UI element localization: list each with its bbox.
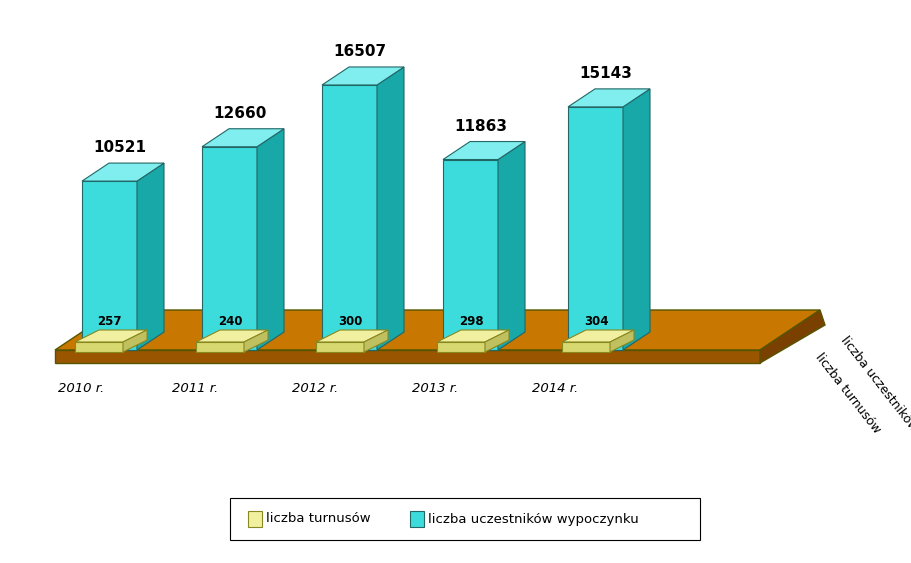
- Polygon shape: [55, 350, 760, 363]
- Polygon shape: [248, 511, 262, 527]
- Text: liczba turnusów: liczba turnusów: [813, 351, 884, 436]
- Text: 2011 r.: 2011 r.: [172, 382, 219, 395]
- Text: liczba uczestników wypoczynku: liczba uczestników wypoczynku: [838, 334, 911, 498]
- Polygon shape: [137, 163, 164, 350]
- Polygon shape: [75, 342, 123, 352]
- Polygon shape: [623, 89, 650, 350]
- Polygon shape: [322, 85, 377, 350]
- Text: 2012 r.: 2012 r.: [292, 382, 338, 395]
- Polygon shape: [568, 107, 623, 350]
- Polygon shape: [82, 181, 137, 350]
- Polygon shape: [437, 330, 509, 342]
- Polygon shape: [568, 89, 650, 107]
- Polygon shape: [364, 330, 388, 352]
- Polygon shape: [562, 342, 610, 352]
- Polygon shape: [196, 342, 244, 352]
- Polygon shape: [196, 330, 268, 342]
- Text: 298: 298: [458, 315, 484, 328]
- Polygon shape: [202, 129, 284, 147]
- Polygon shape: [230, 498, 700, 540]
- Text: 16507: 16507: [333, 44, 386, 59]
- Polygon shape: [610, 330, 634, 352]
- Text: 2014 r.: 2014 r.: [532, 382, 578, 395]
- Polygon shape: [485, 330, 509, 352]
- Polygon shape: [443, 159, 498, 350]
- Text: 300: 300: [338, 315, 363, 328]
- Polygon shape: [316, 342, 364, 352]
- Polygon shape: [760, 310, 825, 363]
- Polygon shape: [257, 129, 284, 350]
- Text: 240: 240: [218, 315, 242, 328]
- Polygon shape: [123, 330, 147, 352]
- Polygon shape: [437, 342, 485, 352]
- Polygon shape: [322, 67, 404, 85]
- Text: 304: 304: [584, 315, 609, 328]
- Polygon shape: [202, 147, 257, 350]
- Text: 2010 r.: 2010 r.: [58, 382, 104, 395]
- Polygon shape: [562, 330, 634, 342]
- Text: 15143: 15143: [579, 66, 632, 81]
- Text: 2013 r.: 2013 r.: [412, 382, 458, 395]
- Polygon shape: [244, 330, 268, 352]
- Text: 11863: 11863: [455, 119, 507, 133]
- Polygon shape: [75, 330, 147, 342]
- Text: 257: 257: [97, 315, 121, 328]
- Polygon shape: [410, 511, 424, 527]
- Polygon shape: [82, 163, 164, 181]
- Text: 10521: 10521: [94, 140, 147, 155]
- Text: liczba turnusów: liczba turnusów: [266, 512, 371, 525]
- Text: liczba uczestników wypoczynku: liczba uczestników wypoczynku: [428, 512, 639, 525]
- Polygon shape: [498, 141, 525, 350]
- Text: 12660: 12660: [213, 106, 267, 120]
- Polygon shape: [443, 141, 525, 159]
- Polygon shape: [55, 310, 820, 350]
- Polygon shape: [316, 330, 388, 342]
- Polygon shape: [377, 67, 404, 350]
